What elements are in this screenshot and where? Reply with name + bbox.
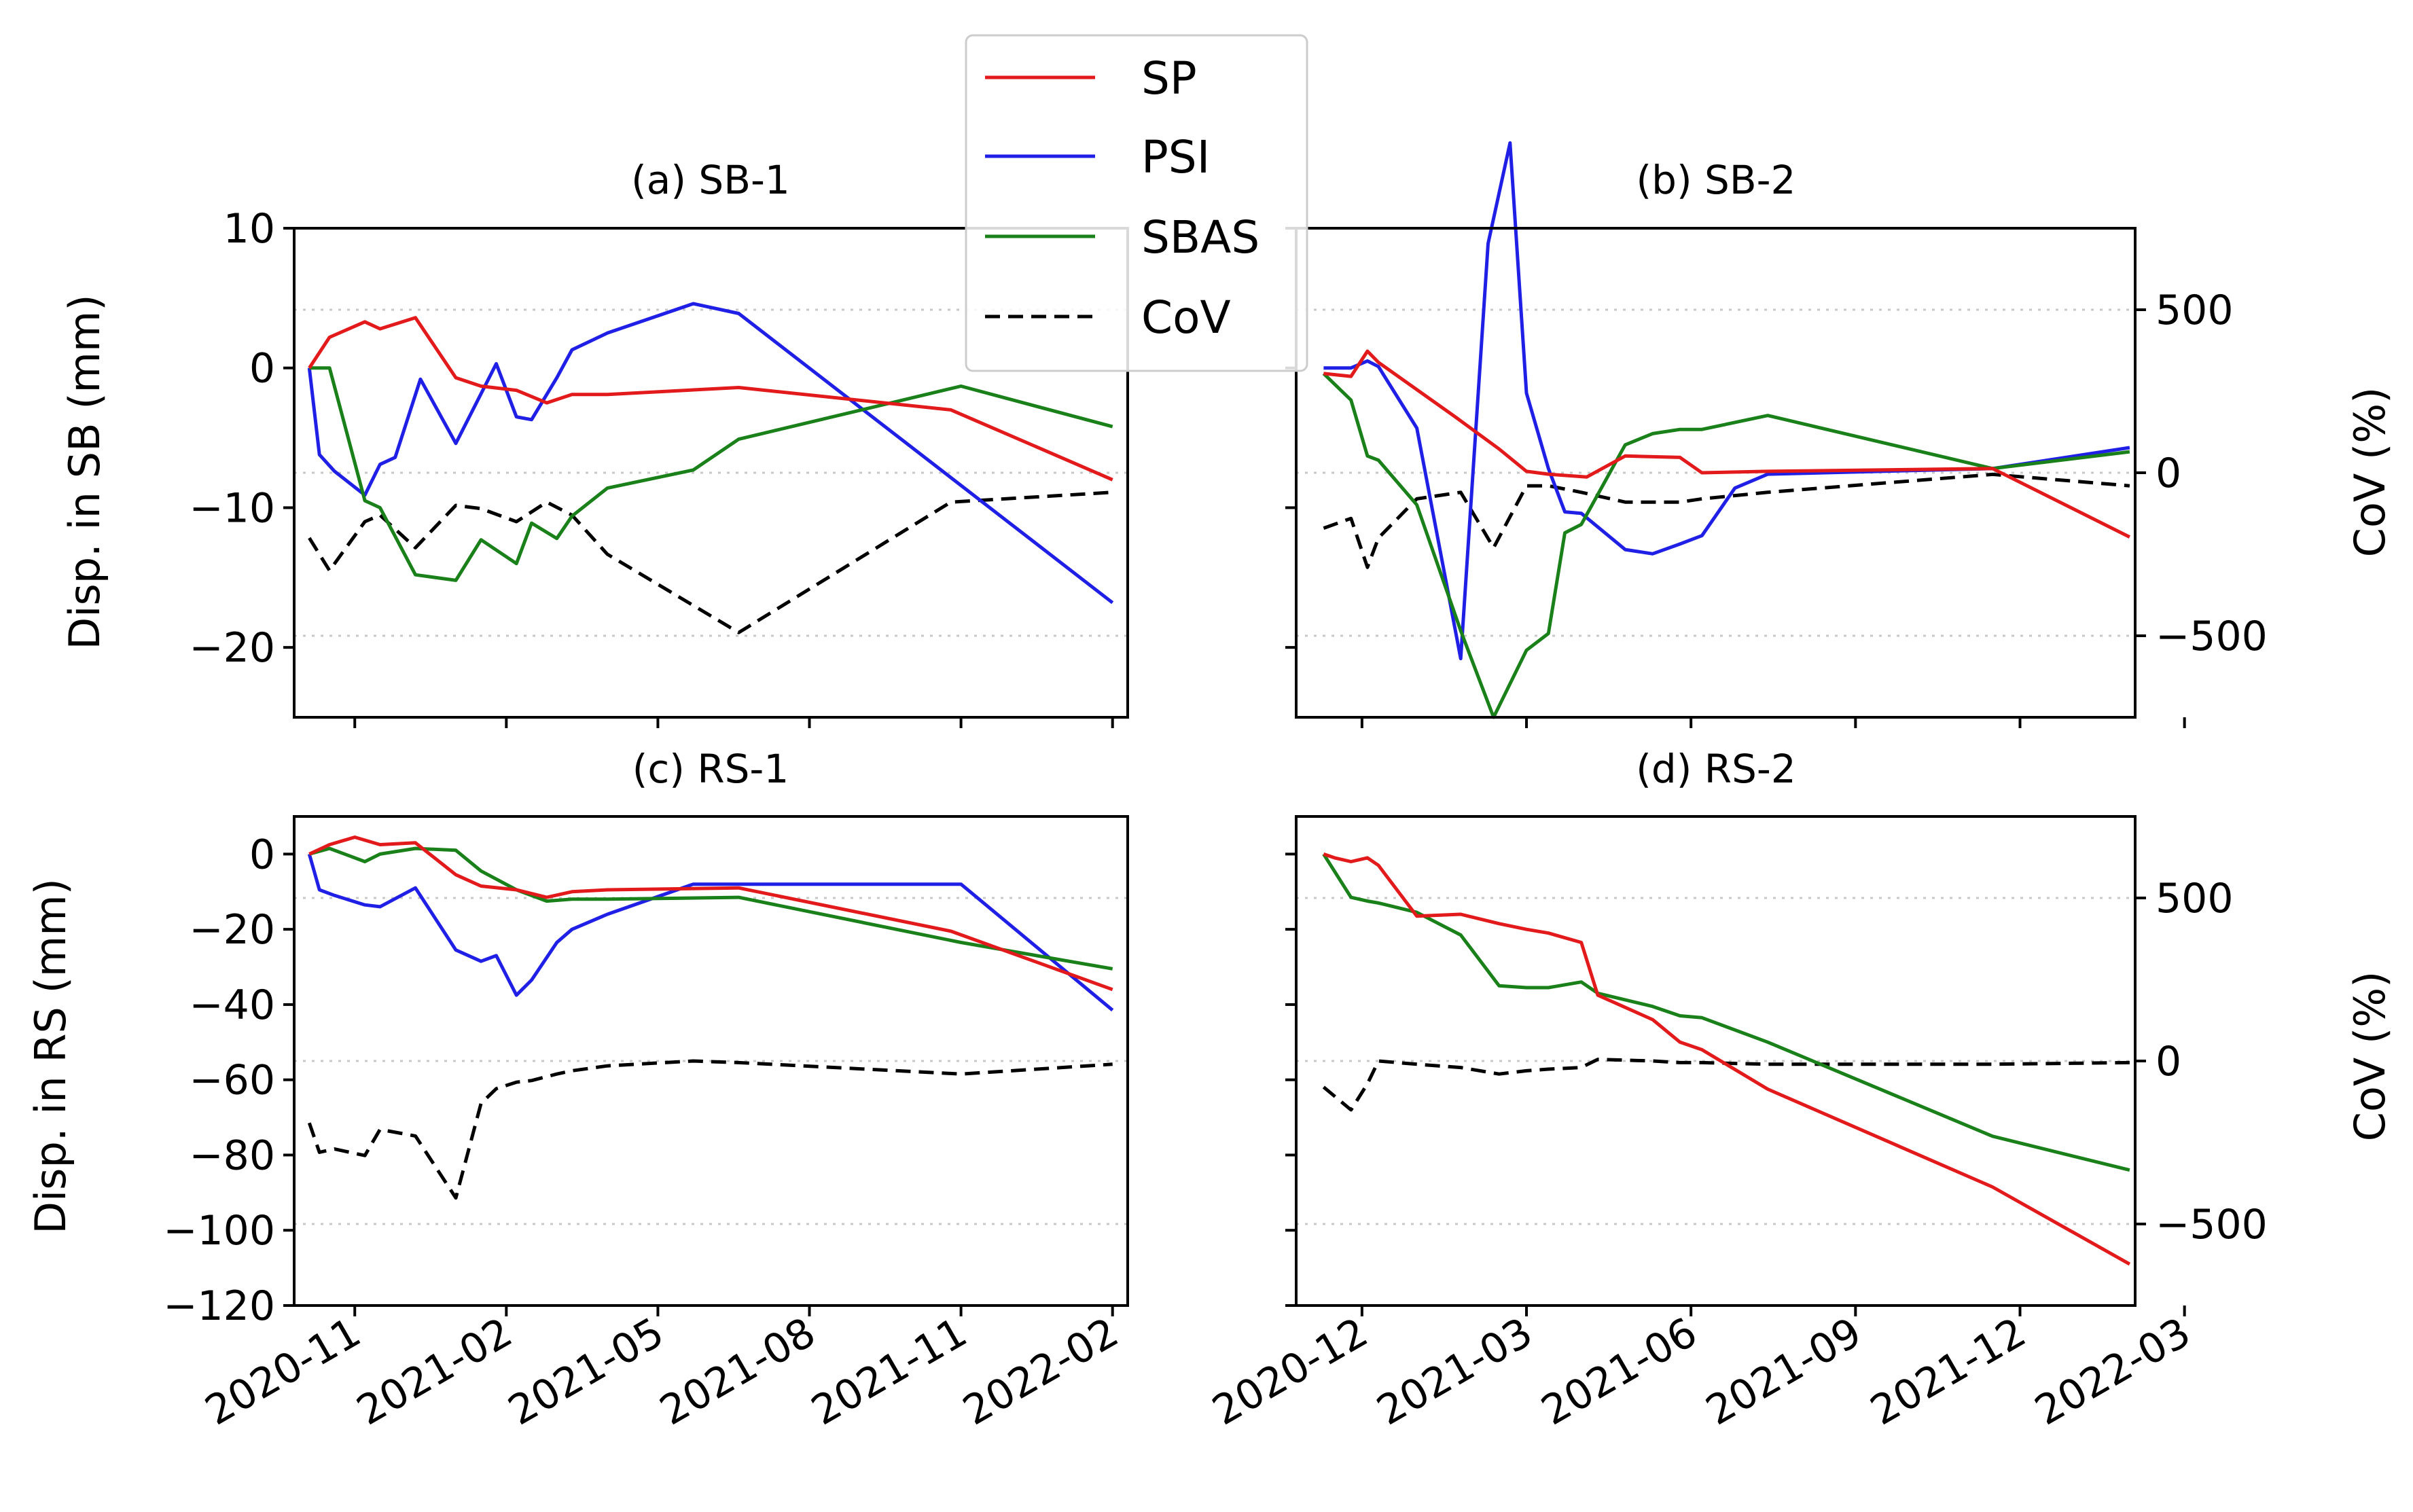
cov-label-top: CoV (%) [2345,387,2395,558]
series-line-psi-b [1323,141,2130,661]
legend-entry-sp: SP [985,52,1197,105]
series-line-cov-d [1322,1058,2130,1112]
y-tick-label-c-3: −60 [189,1057,275,1104]
cov-label-bottom: CoV (%) [2345,971,2395,1142]
y-tick-label-a-0: 10 [224,205,275,253]
panel-title-c: (c) RS-1 [632,746,789,792]
legend-label-sbas: SBAS [1141,211,1259,264]
y-tick-label-a-3: −20 [189,624,275,672]
cov-tick-label-d-2: −500 [2156,1201,2268,1248]
series-line-sbas-b [1322,372,2130,719]
y-label-rs: Disp. in RS (mm) [26,878,75,1234]
cov-tick-label-b-1: 0 [2156,450,2181,497]
panel-sb-2: (b) SB-2 500 0 −500 [1285,141,2268,728]
cov-tick-label-d-0: 500 [2156,875,2234,922]
legend-entry-sbas: SBAS [985,211,1259,264]
series-line-psi-a [307,302,1114,605]
legend-label-cov: CoV [1141,291,1231,344]
cov-tick-label-b-0: 500 [2156,287,2234,334]
x-tick-label-c-5: 2022-02 [955,1308,1126,1435]
series-line-cov-b [1323,472,2130,569]
legend-entry-cov: CoV [985,291,1231,344]
y-tick-label-a-1: 0 [249,345,275,393]
legend-label-psi: PSI [1141,131,1210,183]
x-tick-label-d-3: 2021-09 [1698,1308,1870,1435]
panel-title-b: (b) SB-2 [1637,157,1796,203]
series-line-cov-c [307,1059,1113,1200]
series-line-sp-c [308,835,1113,992]
x-tick-label-c-1: 2021-02 [349,1308,520,1435]
plot-frame-a [293,227,1129,719]
x-tick-label-c-2: 2021-05 [501,1308,672,1435]
y-tick-label-c-2: −40 [189,982,275,1029]
series-line-cov-a [308,490,1113,634]
cov-tick-label-d-1: 0 [2156,1038,2181,1085]
x-tick-label-d-2: 2021-06 [1534,1308,1705,1435]
y-tick-label-c-5: −100 [163,1207,275,1255]
x-tick-label-d-5: 2022-03 [2027,1308,2198,1435]
legend-label-sp: SP [1141,52,1197,105]
series-line-sbas-c [308,846,1113,971]
y-tick-label-c-0: 0 [249,831,275,878]
panel-title-a: (a) SB-1 [631,157,790,203]
y-tick-label-c-1: −20 [189,906,275,954]
legend-entry-psi: PSI [985,131,1210,183]
x-tick-label-d-1: 2021-03 [1369,1308,1540,1435]
cov-tick-label-b-2: −500 [2156,613,2268,660]
x-tick-label-c-3: 2021-08 [652,1308,823,1435]
series-line-sbas-d [1322,853,2130,1172]
series-line-sbas-a [309,366,1113,582]
panel-title-d: (d) RS-2 [1636,746,1795,792]
y-tick-label-c-4: −80 [189,1132,275,1179]
series-line-sp-a [308,316,1113,482]
panel-sb-1: (a) SB-1 10 0 −10 −20 [189,157,1129,728]
series-line-sp-d [1323,852,2131,1266]
x-tick-label-d-4: 2021-12 [1863,1308,2034,1435]
x-tick-label-d-0: 2020-12 [1204,1308,1376,1435]
legend: SP PSI SBAS CoV [965,34,1308,372]
panel-rs-2: (d) RS-2 5000−5002020-122021-032021-0620… [1204,746,2268,1435]
legend-frame [965,34,1308,372]
x-tick-label-c-4: 2021-11 [804,1308,975,1435]
y-tick-label-c-6: −120 [163,1282,275,1330]
y-tick-label-a-2: −10 [189,484,275,532]
y-label-sb: Disp. in SB (mm) [60,294,109,649]
series-line-psi-c [307,853,1114,1012]
plot-frame-c [293,815,1129,1307]
series-line-sp-b [1323,349,2131,539]
panel-rs-1: (c) RS-1 0−20−40−60−80−100−1202020-11202… [163,746,1129,1435]
